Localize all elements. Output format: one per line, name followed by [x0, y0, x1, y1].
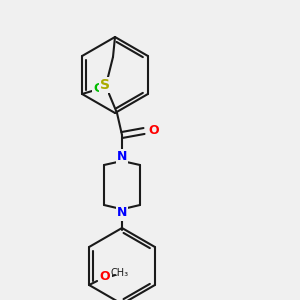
- Text: CH₃: CH₃: [110, 268, 128, 278]
- Text: S: S: [100, 78, 110, 92]
- Text: N: N: [117, 206, 127, 220]
- Text: N: N: [117, 151, 127, 164]
- Text: O: O: [149, 124, 159, 136]
- Text: Cl: Cl: [94, 82, 107, 95]
- Text: O: O: [100, 271, 110, 284]
